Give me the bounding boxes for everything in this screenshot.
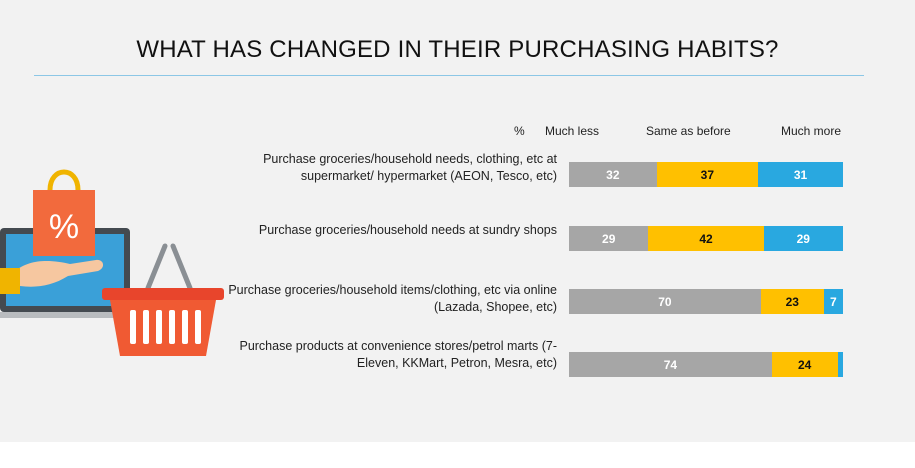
bar-segment-much-more: 31 [758,162,843,187]
bar-segment-much-less: 29 [569,226,649,251]
bar-segment-same-as-before: 37 [656,162,759,187]
data-label: 7 [830,294,837,309]
shopping-bag-icon: % [33,169,95,256]
data-label: 37 [700,167,715,182]
hand-icon [0,259,104,294]
bar-segment-much-more: 7 [823,289,843,314]
bar-segment-same-as-before: 24 [771,352,838,377]
data-label: 74 [663,357,678,372]
data-label: 23 [785,294,799,309]
data-label: 24 [797,357,812,372]
title-divider [34,75,864,76]
bar-segment-much-less: 74 [569,352,772,377]
bar-row-sundry-shops: 29 42 29 [569,226,843,251]
legend-much-less: Much less [545,124,600,138]
row-label-online: Purchase groceries/household items/cloth… [228,283,557,314]
page-title: WHAT HAS CHANGED IN THEIR PURCHASING HAB… [136,36,779,63]
bar-segment-much-less: 70 [569,289,761,314]
data-label: 42 [699,231,713,246]
row-label-supermarket: Purchase groceries/household needs, clot… [263,152,557,183]
legend-much-more: Much more [781,124,842,138]
data-label: 31 [793,167,808,182]
bar-segment-much-more [837,352,843,377]
bar-segment-same-as-before: 42 [648,226,764,251]
data-label: 32 [606,167,620,182]
bar-row-convenience-stores: 74 24 [569,352,843,377]
data-label: 29 [602,231,616,246]
bar-row-online: 70 23 7 [569,289,843,314]
data-label: 70 [658,294,672,309]
svg-text:%: % [49,208,79,246]
bar-segment-much-less: 32 [569,162,657,187]
bar-row-supermarket: 32 37 31 [569,162,843,187]
row-label-convenience-stores: Purchase products at convenience stores/… [239,339,557,370]
legend-unit: % [514,124,525,138]
bar-segment-same-as-before: 23 [760,289,824,314]
legend-same-as-before: Same as before [646,124,731,138]
shopping-illustration: % [0,169,224,356]
row-label-sundry-shops: Purchase groceries/household needs at su… [258,223,557,237]
data-label: 29 [796,231,810,246]
bar-segment-much-more: 29 [763,226,843,251]
shopping-basket-icon [102,243,224,356]
